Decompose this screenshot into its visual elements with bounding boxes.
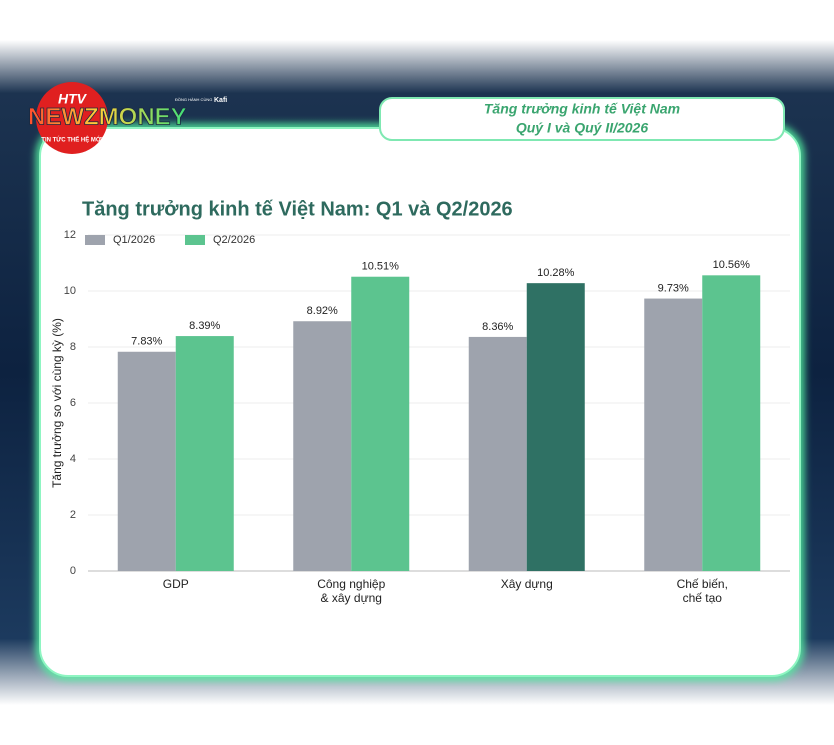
bar: [293, 321, 352, 571]
brand: NEWZMONEY: [28, 103, 187, 130]
bar: [175, 336, 234, 571]
x-tick-label: Công nghiệp & xây dựng: [317, 577, 386, 605]
slogan: TIN TỨC THẾ HỆ MỚI: [41, 136, 103, 144]
legend-label: Q2/2026: [213, 234, 255, 246]
caption-box: [379, 97, 785, 141]
y-tick-label: 2: [70, 509, 76, 521]
y-tick-label: 4: [70, 453, 76, 465]
value-label: 9.73%: [658, 282, 689, 294]
y-tick-label: 6: [70, 397, 76, 409]
logo: HTV: [58, 91, 88, 107]
value-label: 10.51%: [362, 261, 400, 273]
value-label: 8.39%: [189, 320, 220, 332]
chart-title: Tăng trưởng kinh tế Việt Nam: Q1 và Q2/2…: [82, 198, 513, 220]
bar: [351, 276, 410, 571]
y-axis-label: Tăng trưởng so với cùng kỳ (%): [50, 318, 64, 488]
value-label: 10.28%: [537, 267, 575, 279]
partner: ĐỒNG HÀNH CÙNG: [175, 97, 212, 102]
value-label: 8.92%: [307, 305, 338, 317]
x-tick-label: GDP: [162, 577, 189, 591]
y-tick-label: 8: [70, 341, 76, 353]
value-label: 8.36%: [482, 321, 513, 333]
legend-swatch: [185, 235, 205, 245]
bar: [468, 336, 527, 571]
y-tick-label: 0: [70, 565, 76, 577]
value-label: 10.56%: [713, 259, 751, 271]
bar: [526, 283, 585, 571]
x-tick-label: Xây dựng: [500, 577, 553, 591]
bar: [702, 275, 761, 571]
x-tick-label: Chế biến, chế tạo: [676, 577, 728, 605]
partner-name: Kafi: [214, 97, 227, 104]
y-tick-label: 12: [64, 229, 76, 241]
caption: Quý I và Quý II/2026: [516, 120, 649, 136]
legend-swatch: [85, 235, 105, 245]
legend-label: Q1/2026: [113, 234, 155, 246]
logo-circle: [36, 82, 108, 154]
caption: Tăng trưởng kinh tế Việt Nam: [484, 101, 680, 117]
value-label: 7.83%: [131, 336, 162, 348]
bar: [644, 298, 703, 571]
bar: [117, 351, 176, 571]
y-tick-label: 10: [64, 285, 76, 297]
